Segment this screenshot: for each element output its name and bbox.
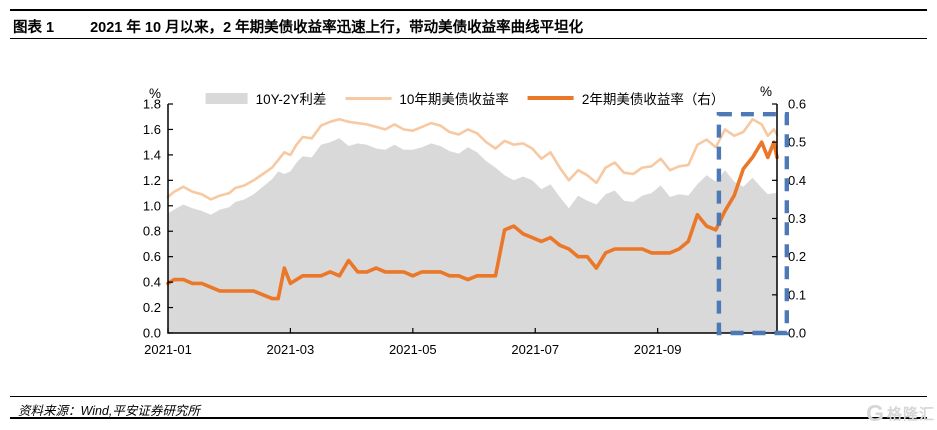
chart-legend: 10Y-2Y利差 10年期美债收益率 2年期美债收益率（右）: [205, 88, 725, 108]
right-axis-tick-label: 0.6: [788, 97, 806, 112]
legend-item-2y: 2年期美债收益率（右）: [527, 88, 725, 108]
x-axis-tick-label: 2021-09: [634, 342, 682, 357]
x-axis-tick-label: 2021-03: [267, 342, 315, 357]
left-axis-tick-label: 1.0: [143, 198, 161, 213]
left-axis-tick-label: 1.2: [143, 173, 161, 188]
legend-item-spread: 10Y-2Y利差: [205, 88, 327, 108]
left-axis-tick-label: 0.4: [143, 275, 161, 290]
legend-swatch-10y-line: [345, 96, 392, 100]
left-axis-unit: %: [149, 86, 161, 101]
right-axis-tick-label: 0.3: [788, 211, 806, 226]
highlight-box: [716, 111, 790, 336]
footer-divider: [10, 396, 927, 397]
legend-swatch-2y-line: [527, 95, 574, 101]
legend-label-spread: 10Y-2Y利差: [255, 92, 327, 107]
gelonghui-logo-text: 格隆汇: [886, 405, 935, 423]
legend-label-2y: 2年期美债收益率（右）: [581, 92, 725, 107]
left-axis-tick-label: 0.6: [143, 249, 161, 264]
right-axis-tick-label: 0.1: [788, 287, 806, 302]
right-axis-tick-label: 0.0: [788, 326, 806, 341]
figure-title-text: 2021 年 10 月以来，2 年期美债收益率迅速上行，带动美债收益率曲线平坦化: [90, 20, 584, 36]
left-axis-tick-label: 0.8: [143, 224, 161, 239]
series-10y-line: [166, 118, 779, 201]
source-note: 资料来源：Wind,平安证券研究所: [18, 404, 200, 418]
x-axis-tick-label: 2021-05: [389, 342, 437, 357]
gelonghui-logo-icon: G: [866, 400, 884, 426]
left-axis-tick-label: 1.8: [143, 97, 161, 112]
bottom-rule: [10, 417, 927, 419]
top-rule: [10, 9, 927, 11]
legend-swatch-spread-area: [205, 92, 248, 104]
x-axis-tick-label: 2021-07: [511, 342, 559, 357]
right-axis-tick-label: 0.4: [788, 173, 806, 188]
left-axis-tick-label: 1.4: [143, 147, 161, 162]
right-axis-tick-label: 0.5: [788, 135, 806, 150]
left-axis-tick-label: 1.6: [143, 122, 161, 137]
right-axis-tick-label: 0.2: [788, 249, 806, 264]
series-2y-line: [166, 140, 779, 301]
legend-label-10y: 10年期美债收益率: [399, 92, 509, 107]
title-divider: [10, 38, 927, 39]
x-axis-tick-label: 2021-01: [144, 342, 192, 357]
series-spread-area: [168, 138, 777, 333]
figure-title: 图表 1 2021 年 10 月以来，2 年期美债收益率迅速上行，带动美债收益率…: [13, 16, 583, 37]
legend-item-10y: 10年期美债收益率: [345, 88, 509, 108]
right-axis-unit: %: [760, 84, 772, 99]
left-axis-tick-label: 0.0: [143, 326, 161, 341]
figure-tag: 图表 1: [13, 20, 55, 36]
gelonghui-watermark: G 格隆汇: [866, 401, 935, 425]
left-axis-tick-label: 0.2: [143, 300, 161, 315]
